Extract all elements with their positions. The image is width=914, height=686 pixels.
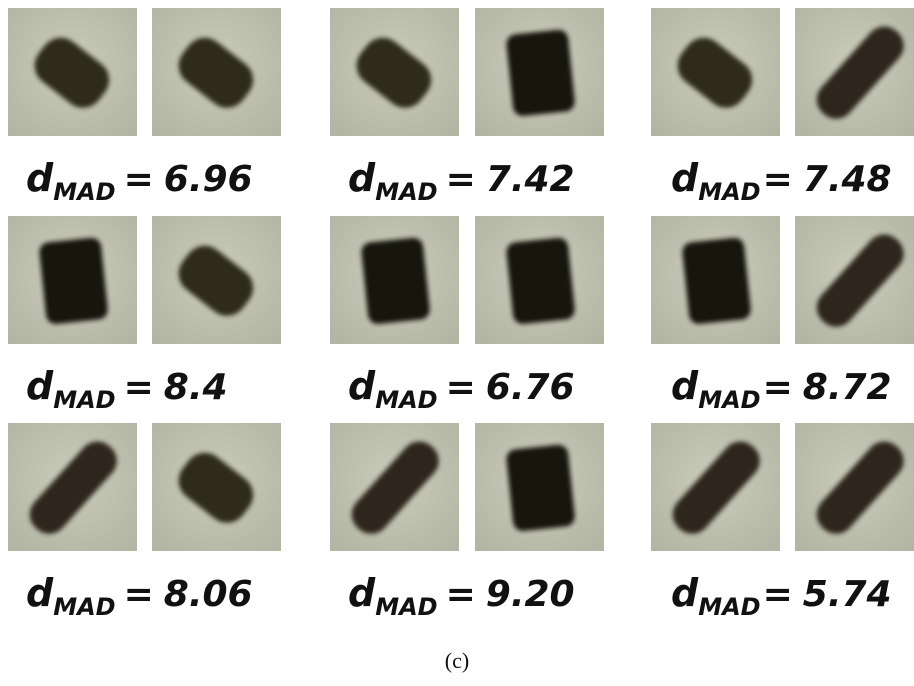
figure-cell: dMAD =8.4 [8, 216, 281, 414]
label-operator: = [124, 367, 154, 408]
label-subscript: MAD [698, 178, 760, 206]
cell-label: dMAD=8.72 [671, 364, 892, 414]
cell-label: dMAD =8.4 [26, 364, 228, 414]
label-subscript: MAD [375, 178, 437, 206]
figure-cell: dMAD=8.72 [651, 216, 914, 414]
figure-cell: dMAD=7.48 [651, 8, 914, 206]
caption: (c) [445, 648, 469, 673]
cell-label: dMAD =6.76 [348, 364, 575, 414]
cell-label: dMAD=5.74 [671, 571, 892, 621]
object [681, 237, 751, 325]
label-value: 8.4 [164, 367, 228, 408]
figure-cell: dMAD =7.42 [330, 8, 604, 206]
label-symbol: d [671, 156, 699, 200]
label-operator: = [763, 574, 793, 615]
figure-cell: dMAD =8.06 [8, 423, 281, 621]
cell-label: dMAD=7.48 [671, 156, 892, 206]
label-symbol: d [348, 571, 376, 615]
label-symbol: d [348, 156, 376, 200]
object [505, 444, 575, 532]
label-symbol: d [26, 364, 54, 408]
cell-label: dMAD =9.20 [348, 571, 575, 621]
cell-label: dMAD =8.06 [26, 571, 253, 621]
object [360, 237, 430, 325]
label-subscript: MAD [53, 178, 115, 206]
label-value: 8.06 [164, 574, 253, 615]
label-subscript: MAD [698, 593, 760, 621]
figure-cell: dMAD=5.74 [651, 423, 914, 621]
page: {"figure": { "label_symbol": "d", "label… [0, 0, 914, 686]
figure-cell: dMAD =9.20 [330, 423, 604, 621]
label-value: 9.20 [486, 574, 575, 615]
label-value: 7.42 [486, 159, 575, 200]
cell-label: dMAD =7.42 [348, 156, 575, 206]
label-operator: = [763, 367, 793, 408]
label-operator: = [446, 574, 476, 615]
label-subscript: MAD [698, 386, 760, 414]
label-value: 6.76 [486, 367, 575, 408]
label-operator: = [124, 574, 154, 615]
label-symbol: d [348, 364, 376, 408]
label-symbol: d [671, 571, 699, 615]
label-operator: = [124, 159, 154, 200]
figure: (c) dMAD=6.96dMAD=7.42dMAD=7.48dMAD=8.4d… [0, 0, 914, 686]
label-value: 6.96 [164, 159, 253, 200]
label-value: 5.74 [803, 574, 892, 615]
label-subscript: MAD [53, 593, 115, 621]
label-subscript: MAD [375, 386, 437, 414]
figure-cell: dMAD =6.96 [8, 8, 281, 206]
label-symbol: d [26, 571, 54, 615]
label-value: 8.72 [803, 367, 892, 408]
label-operator: = [446, 159, 476, 200]
label-subscript: MAD [53, 386, 115, 414]
object [505, 237, 575, 325]
object [505, 29, 575, 117]
label-operator: = [446, 367, 476, 408]
cell-label: dMAD =6.96 [26, 156, 253, 206]
label-symbol: d [671, 364, 699, 408]
figure-cell: dMAD =6.76 [330, 216, 604, 414]
label-symbol: d [26, 156, 54, 200]
label-value: 7.48 [803, 159, 892, 200]
label-operator: = [763, 159, 793, 200]
label-subscript: MAD [375, 593, 437, 621]
object [38, 237, 108, 325]
